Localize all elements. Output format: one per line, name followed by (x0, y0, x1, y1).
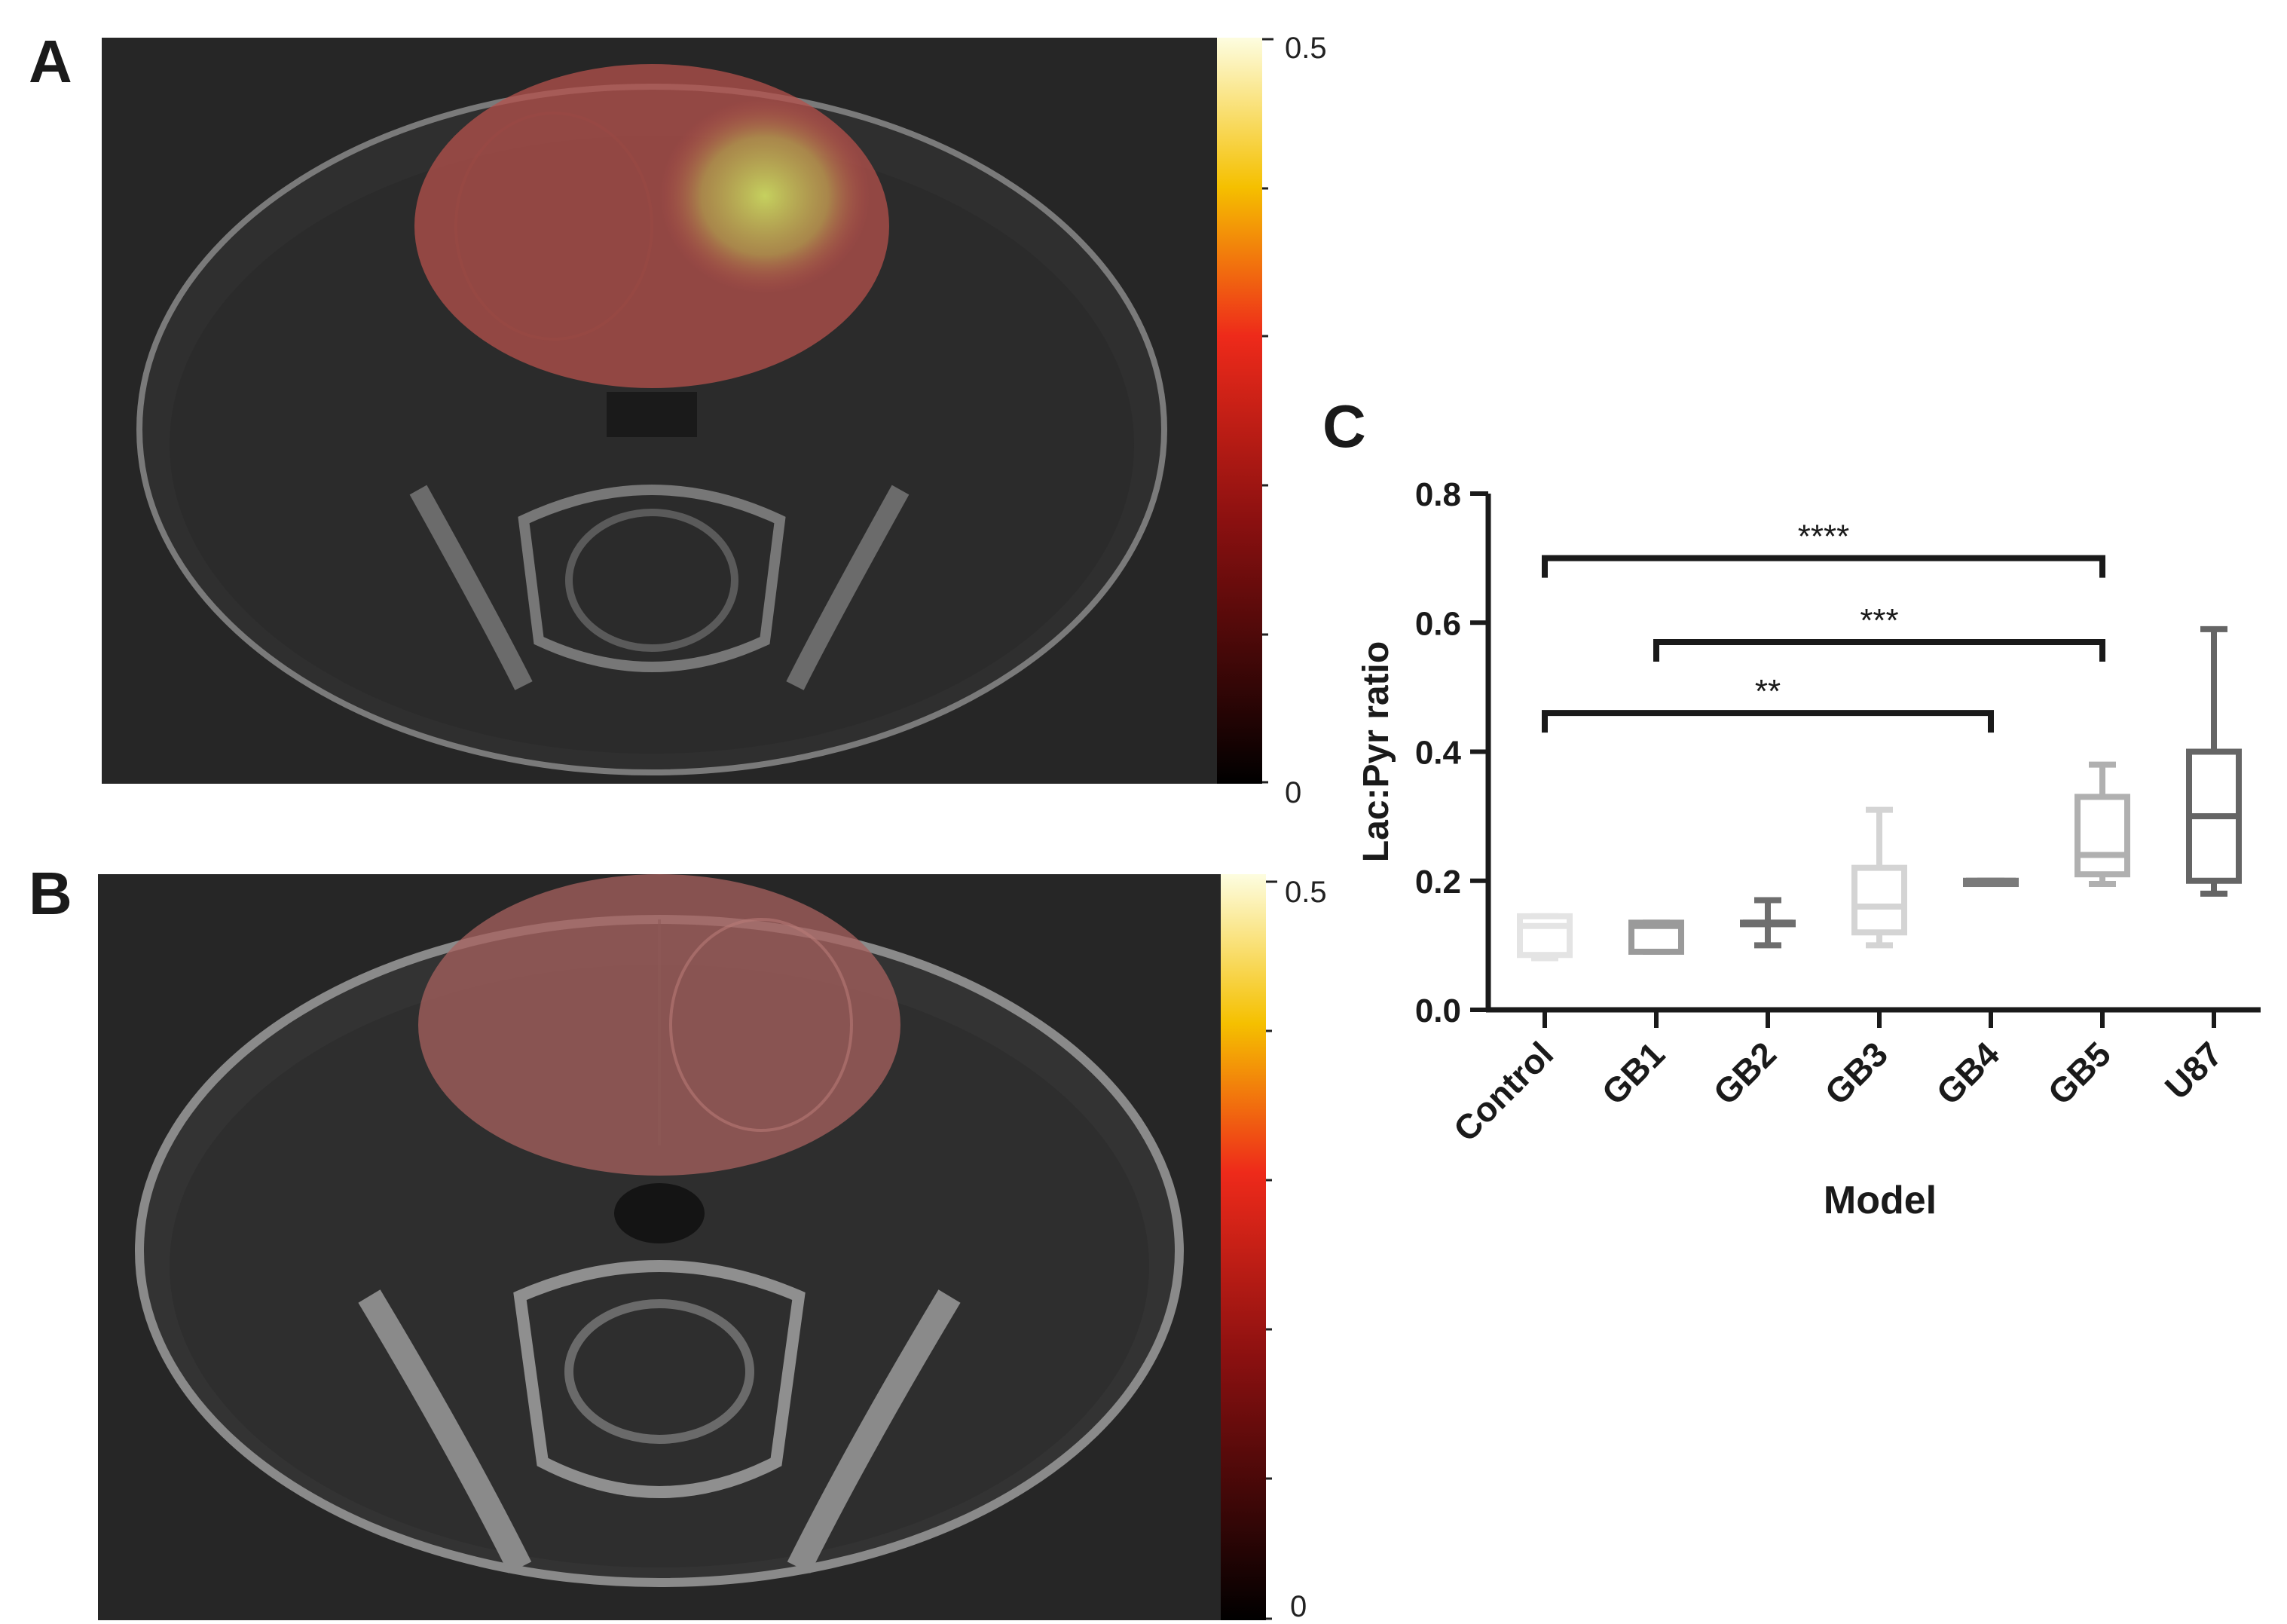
tumor-hotspot-a (659, 98, 870, 294)
x-tick-label: U87 (2157, 1034, 2230, 1106)
y-tick-label: 0.4 (1415, 735, 1462, 772)
significance-label: *** (1860, 602, 1898, 639)
colorbar-b-min-label: 0 (1290, 1590, 1307, 1623)
colorbar-b-max-label: 0.5 (1285, 876, 1327, 909)
significance-line (1542, 555, 2105, 578)
y-tick-label: 0.6 (1415, 605, 1461, 642)
mri-image-a (102, 38, 1217, 784)
box-rect (1851, 864, 1907, 936)
significance-line (1542, 710, 1994, 733)
colorbar-a-min-label: 0 (1285, 776, 1302, 809)
box-gb5 (2075, 761, 2130, 888)
box-gb3 (1851, 806, 1907, 949)
panel-letter-b: B (29, 860, 72, 927)
y-tick-label: 0.0 (1415, 992, 1461, 1029)
significance-bracket: *** (1653, 602, 2105, 662)
x-tick-label: GB1 (1594, 1034, 1672, 1112)
x-tick-label: GB4 (1928, 1034, 2007, 1112)
box-gb4 (1963, 877, 2019, 888)
box-control (1517, 913, 1573, 962)
box-rect (1517, 913, 1573, 959)
significance-label: **** (1798, 518, 1850, 555)
y-tick-label: 0.2 (1415, 864, 1461, 901)
box-u87 (2186, 625, 2242, 897)
x-tick-label: Control (1446, 1034, 1561, 1148)
x-tick-label: GB2 (1705, 1034, 1784, 1112)
panel-letter-a: A (29, 28, 72, 95)
mri-image-b (98, 874, 1221, 1620)
colorbar-a-max-label: 0.5 (1285, 32, 1327, 65)
y-axis-label: Lac:Pyr ratio (1356, 641, 1396, 862)
box-gb1 (1628, 919, 1684, 955)
y-tick-label: 0.8 (1415, 476, 1461, 513)
x-tick-label: GB5 (2040, 1034, 2118, 1112)
box-gb2 (1740, 897, 1796, 949)
x-tick-label: GB3 (1817, 1034, 1895, 1112)
colorbar-b (1221, 874, 1277, 1620)
box-rect (2075, 794, 2130, 878)
x-axis-label: Model (1824, 1179, 1937, 1222)
panel-letter-c: C (1322, 393, 1366, 460)
significance-label: ** (1755, 673, 1781, 710)
colorbar-a (1217, 38, 1273, 784)
significance-bracket: ** (1542, 673, 1994, 733)
significance-bracket: **** (1542, 518, 2105, 578)
significance-line (1653, 638, 2105, 662)
